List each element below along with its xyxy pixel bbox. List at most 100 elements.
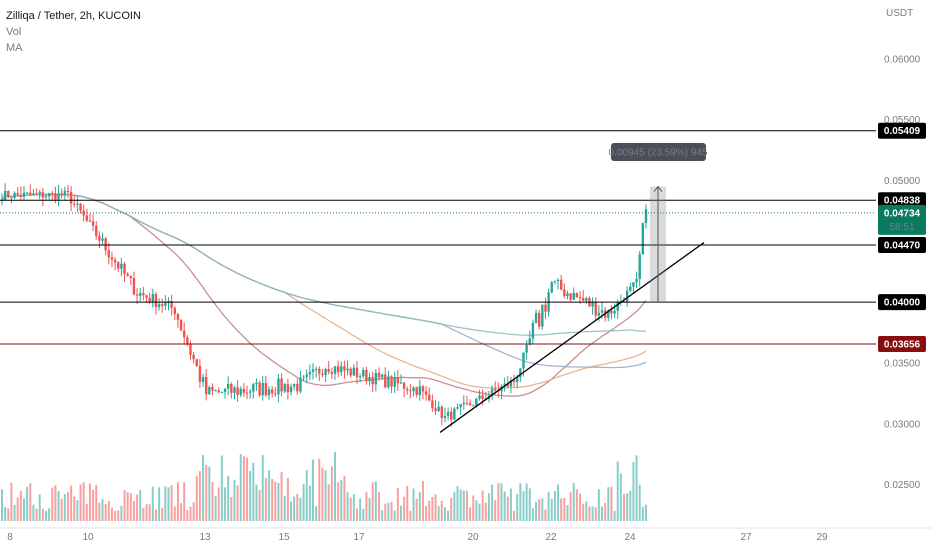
volume-bar bbox=[98, 502, 101, 521]
volume-bar bbox=[453, 491, 456, 521]
level-price-label: 0.04470 bbox=[884, 240, 921, 251]
candle-body bbox=[572, 292, 575, 300]
candle-body bbox=[104, 238, 107, 251]
volume-indicator-label[interactable]: Vol bbox=[6, 26, 22, 38]
candle-body bbox=[365, 369, 368, 382]
time-scale[interactable]: 8 10 13 15 17 20 22 24 27 29 bbox=[7, 532, 828, 543]
candle-body bbox=[176, 313, 180, 320]
volume-bar bbox=[76, 500, 79, 521]
level-price-label-bg bbox=[878, 336, 926, 353]
moving-average-line bbox=[1, 193, 647, 369]
horizontal-levels[interactable] bbox=[0, 130, 876, 345]
volume-bar bbox=[123, 490, 126, 521]
candle-body bbox=[607, 310, 610, 318]
price-tick-label: 0.02500 bbox=[884, 480, 921, 491]
moving-average-indicator-label[interactable]: MA bbox=[6, 42, 23, 54]
candle-body bbox=[245, 392, 249, 394]
price-scale[interactable]: 0.06000 0.05500 0.05000 0.03500 0.03000 0.025… bbox=[884, 54, 921, 491]
volume-bar bbox=[85, 503, 88, 521]
volume-bar bbox=[312, 459, 315, 521]
volume-bar bbox=[145, 504, 148, 521]
candle-body bbox=[531, 322, 535, 339]
candle-body bbox=[85, 215, 89, 221]
ascending-trendline[interactable] bbox=[439, 242, 705, 433]
candle-body bbox=[415, 387, 418, 395]
volume-bar bbox=[286, 478, 289, 521]
volume-bar bbox=[183, 482, 186, 521]
candle-body bbox=[635, 278, 638, 283]
candle-body bbox=[409, 390, 412, 392]
volume-bar bbox=[324, 470, 327, 521]
volume-bar bbox=[541, 498, 544, 521]
candle-body bbox=[35, 193, 38, 195]
candle-body bbox=[223, 388, 227, 392]
volume-bar bbox=[104, 504, 107, 521]
volume-bar bbox=[51, 487, 54, 521]
volume-bar bbox=[142, 507, 145, 521]
price-range-measure[interactable]: 0.00945 (23.59%) 945 bbox=[609, 143, 708, 303]
volume-bars bbox=[1, 451, 647, 521]
volume-bar bbox=[594, 507, 597, 521]
candle-body bbox=[534, 313, 538, 323]
volume-bar bbox=[79, 484, 82, 521]
candle-body bbox=[462, 402, 465, 405]
volume-bar bbox=[10, 482, 13, 521]
candle-body bbox=[512, 380, 516, 383]
candle-body bbox=[161, 304, 164, 306]
candle-body bbox=[7, 190, 10, 198]
level-price-label: 0.04000 bbox=[884, 298, 921, 309]
volume-bar bbox=[29, 483, 32, 521]
chart-title[interactable]: Zilliqa / Tether, 2h, KUCOIN bbox=[6, 10, 141, 22]
candle-body bbox=[597, 312, 601, 316]
volume-bar bbox=[1, 489, 3, 521]
volume-bar bbox=[421, 481, 424, 521]
candle-body bbox=[233, 387, 236, 393]
volume-bar bbox=[396, 487, 399, 521]
candle-body bbox=[54, 193, 57, 200]
volume-bar bbox=[180, 503, 183, 521]
candle-body bbox=[553, 280, 557, 283]
volume-bar bbox=[66, 492, 69, 521]
candle-body bbox=[349, 368, 352, 376]
candle-body bbox=[76, 203, 79, 205]
volume-bar bbox=[249, 471, 252, 521]
candle-body bbox=[280, 378, 283, 392]
trendline[interactable] bbox=[439, 242, 705, 433]
candle-body bbox=[25, 192, 29, 194]
candle-body bbox=[591, 301, 594, 307]
volume-bar bbox=[623, 494, 626, 521]
candle-body bbox=[446, 411, 450, 416]
volume-bar bbox=[88, 483, 91, 521]
candle-body bbox=[292, 383, 296, 387]
candle-body bbox=[10, 197, 13, 199]
volume-bar bbox=[412, 488, 415, 521]
volume-bar bbox=[368, 498, 371, 521]
volume-bar bbox=[246, 457, 249, 521]
volume-bar bbox=[280, 471, 283, 521]
candle-body bbox=[393, 377, 396, 387]
volume-bar bbox=[582, 503, 585, 521]
volume-bar bbox=[70, 485, 73, 521]
volume-bar bbox=[136, 494, 139, 521]
candle-body bbox=[566, 293, 569, 297]
volume-bar bbox=[557, 484, 560, 521]
volume-bar bbox=[60, 498, 63, 521]
candle-body bbox=[481, 395, 484, 400]
volume-bar bbox=[475, 500, 478, 521]
candle-body bbox=[29, 192, 32, 195]
volume-bar bbox=[117, 510, 120, 521]
level-price-label-bg bbox=[878, 192, 926, 209]
volume-bar bbox=[359, 498, 362, 521]
volume-bar bbox=[211, 482, 214, 521]
candle-body bbox=[38, 192, 41, 194]
candle-body bbox=[208, 386, 211, 395]
candle-body bbox=[296, 383, 299, 392]
candle-body bbox=[195, 359, 198, 367]
price-tick-label: 0.06000 bbox=[884, 54, 921, 65]
candle-body bbox=[324, 369, 327, 376]
volume-bar bbox=[192, 502, 195, 521]
candle-body bbox=[123, 263, 126, 274]
volume-bar bbox=[38, 494, 41, 521]
volume-bar bbox=[528, 488, 531, 521]
